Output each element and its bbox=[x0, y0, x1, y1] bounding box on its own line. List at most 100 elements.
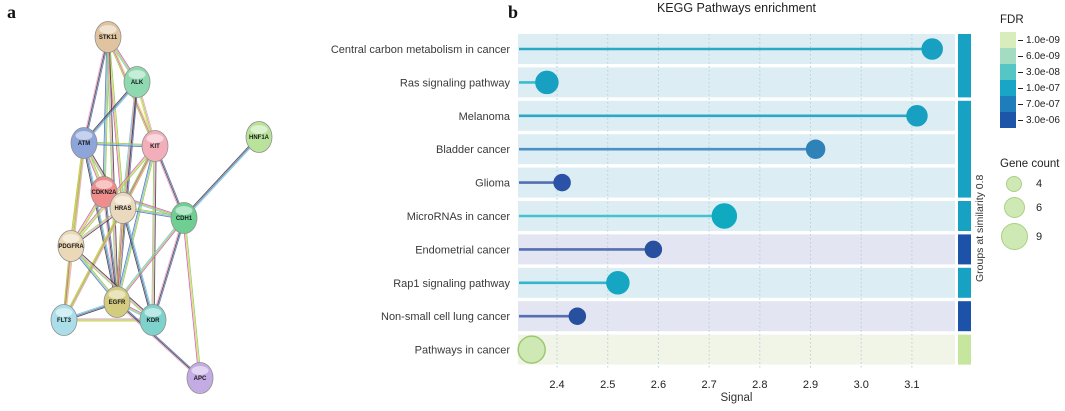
ppi-network-panel: STK11 ALK ATM KIT HNF1A CDKN2A HRAS CDH1 PDGFRA F… bbox=[50, 21, 273, 394]
node-highlight bbox=[146, 134, 164, 143]
panel-b-label: b bbox=[508, 2, 519, 22]
network-edge bbox=[183, 217, 201, 379]
group-strip-segment bbox=[958, 334, 971, 365]
node-label: APC bbox=[194, 376, 207, 382]
lollipop-dot bbox=[921, 38, 943, 60]
fdr-legend-title: FDR bbox=[1000, 14, 1024, 26]
node-label: PDGFRA bbox=[58, 244, 84, 250]
network-edge bbox=[108, 36, 125, 208]
group-strip-segment bbox=[958, 34, 971, 98]
network-edge bbox=[153, 218, 186, 321]
lollipop-dot bbox=[644, 240, 663, 259]
node-highlight bbox=[191, 366, 209, 375]
node-label: HRAS bbox=[114, 206, 131, 212]
fdr-legend-entry: 3.0e-06 bbox=[1000, 112, 1060, 128]
network-node: HNF1A bbox=[245, 121, 273, 153]
network-edge bbox=[116, 301, 201, 379]
x-tick-label: 3.0 bbox=[854, 379, 869, 391]
network-edge bbox=[116, 145, 156, 303]
x-tick-label: 2.5 bbox=[600, 379, 615, 391]
gene-count-legend: Gene count 4 6 9 bbox=[1000, 158, 1059, 255]
network-node: STK11 bbox=[94, 21, 122, 53]
fdr-legend-entries: 1.0e-09 6.0e-09 3.0e-08 1.0e-07 7.0e-07 3.0e-… bbox=[1000, 32, 1060, 128]
network-edge bbox=[122, 207, 154, 321]
lollipop-dot bbox=[517, 335, 546, 364]
fdr-swatch bbox=[1000, 32, 1016, 48]
gene-count-circle-box bbox=[1000, 223, 1028, 250]
gene-count-label: 9 bbox=[1036, 230, 1043, 243]
network-node: HRAS bbox=[109, 192, 137, 224]
fdr-label: 3.0e-08 bbox=[1026, 66, 1060, 78]
x-tick-label: 2.9 bbox=[803, 379, 818, 391]
lollipop-dot bbox=[553, 173, 571, 192]
node-label: KDR bbox=[147, 318, 161, 324]
group-strip-segment bbox=[958, 234, 971, 265]
network-edge bbox=[184, 217, 202, 378]
network-edge bbox=[183, 136, 260, 219]
node-highlight bbox=[175, 206, 193, 215]
network-edge bbox=[106, 37, 117, 303]
group-strip-segment bbox=[958, 301, 971, 332]
right-axis-label: Groups at similarity 0.8 bbox=[974, 174, 986, 282]
row-label: Pathways in cancer bbox=[415, 345, 511, 357]
network-edge bbox=[69, 246, 153, 322]
gene-count-entry: 9 bbox=[1000, 223, 1059, 250]
gene-count-circle bbox=[1000, 223, 1028, 250]
network-node: KIT bbox=[141, 130, 169, 162]
node-highlight bbox=[128, 70, 146, 79]
row-band bbox=[518, 301, 955, 332]
node-highlight bbox=[114, 196, 132, 205]
row-label: Endometrial cancer bbox=[415, 244, 510, 256]
network-edge bbox=[70, 245, 154, 321]
network-edge bbox=[102, 36, 108, 192]
network-edge bbox=[117, 218, 186, 303]
group-strip-segment bbox=[958, 100, 971, 198]
node-highlight bbox=[250, 125, 268, 134]
row-label: Central carbon metabolism in cancer bbox=[331, 44, 510, 56]
lollipop-dot bbox=[606, 271, 630, 295]
network-edge bbox=[117, 82, 139, 303]
network-edge bbox=[102, 192, 117, 303]
network-edge bbox=[184, 137, 261, 220]
lollipop-dot bbox=[535, 70, 559, 95]
row-band bbox=[518, 167, 955, 198]
row-band bbox=[518, 334, 955, 365]
network-node: PDGFRA bbox=[57, 230, 85, 262]
fdr-tick bbox=[1018, 71, 1023, 73]
x-axis-label: Signal bbox=[720, 392, 753, 404]
network-edge bbox=[82, 143, 117, 303]
gene-count-circle-box bbox=[1000, 197, 1028, 218]
fdr-swatch bbox=[1000, 112, 1016, 128]
x-tick-label: 2.8 bbox=[752, 379, 767, 391]
node-highlight bbox=[108, 290, 126, 299]
fdr-tick bbox=[1018, 119, 1023, 121]
node-label: ALK bbox=[131, 80, 144, 86]
network-edge bbox=[117, 300, 202, 378]
gene-count-label: 6 bbox=[1036, 201, 1043, 214]
fdr-swatch bbox=[1000, 64, 1016, 80]
x-tick-label: 2.4 bbox=[549, 379, 564, 391]
fdr-label: 7.0e-07 bbox=[1026, 98, 1060, 110]
network-node: ATM bbox=[70, 127, 98, 159]
row-label: Glioma bbox=[475, 178, 511, 190]
fdr-label: 1.0e-09 bbox=[1026, 34, 1060, 46]
gene-count-legend-entries: 4 6 9 bbox=[1000, 176, 1059, 250]
panel-a-label: a bbox=[7, 2, 16, 22]
fdr-tick bbox=[1018, 55, 1023, 57]
gene-count-circle-box bbox=[1000, 176, 1028, 192]
node-highlight bbox=[55, 308, 73, 317]
network-edge bbox=[107, 36, 118, 303]
node-highlight bbox=[99, 25, 117, 34]
gene-count-entry: 4 bbox=[1000, 176, 1059, 192]
network-edge bbox=[182, 218, 200, 379]
lollipop-dot bbox=[805, 139, 826, 159]
lollipop-dot bbox=[711, 203, 738, 229]
node-label: KIT bbox=[150, 144, 160, 150]
node-label: CDH1 bbox=[176, 216, 193, 222]
network-edge bbox=[82, 36, 108, 143]
network-edge bbox=[182, 135, 259, 218]
network-node: EGFR bbox=[103, 286, 131, 318]
network-node: APC bbox=[186, 362, 214, 394]
fdr-label: 3.0e-06 bbox=[1026, 114, 1060, 126]
fdr-legend-entry: 7.0e-07 bbox=[1000, 96, 1060, 112]
